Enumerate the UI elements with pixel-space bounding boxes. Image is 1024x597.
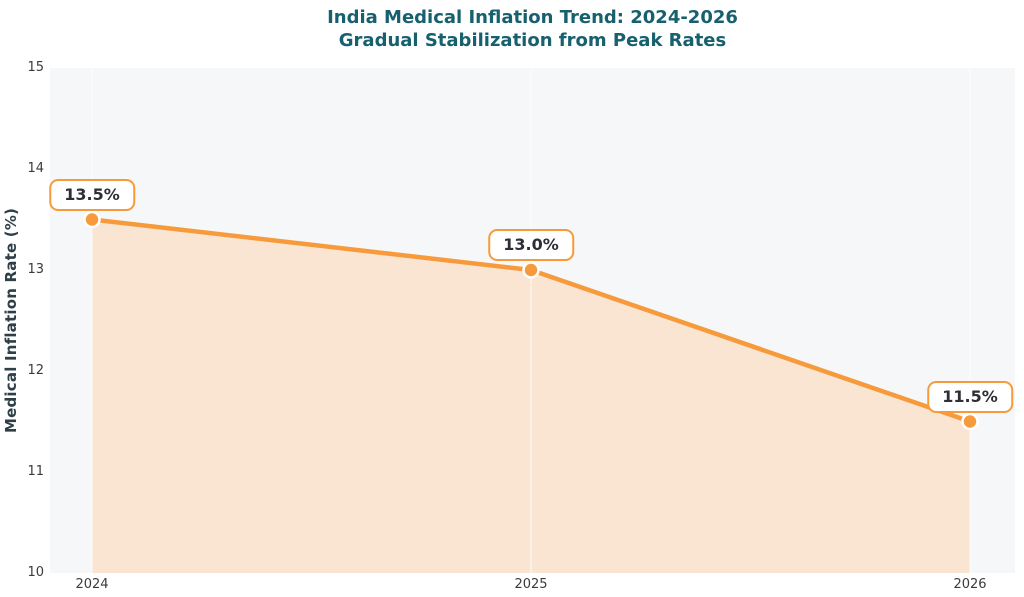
data-point-marker bbox=[961, 412, 979, 431]
chart-title: India Medical Inflation Trend: 2024-2026… bbox=[50, 6, 1015, 52]
data-point-marker bbox=[83, 210, 101, 229]
chart-title-line1: India Medical Inflation Trend: 2024-2026 bbox=[327, 7, 738, 28]
chart-title-line2: Gradual Stabilization from Peak Rates bbox=[338, 30, 727, 51]
data-point-marker bbox=[522, 261, 540, 279]
